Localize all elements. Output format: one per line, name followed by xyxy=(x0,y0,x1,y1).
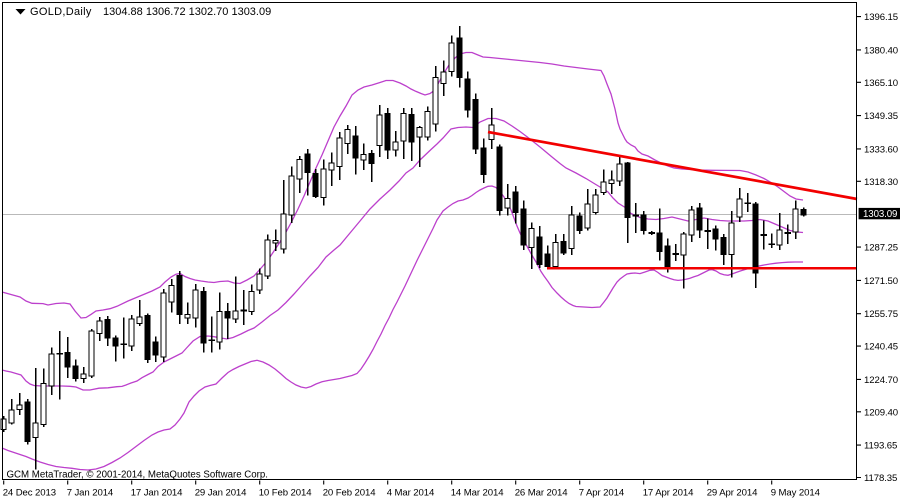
svg-text:7 Jan 2014: 7 Jan 2014 xyxy=(67,487,114,498)
svg-text:1255.75: 1255.75 xyxy=(864,309,898,320)
svg-text:GCM MetaTrader, © 2001-2014, M: GCM MetaTrader, © 2001-2014, MetaQuotes … xyxy=(7,469,268,480)
svg-text:1304.88 1306.72 1302.70 1303.0: 1304.88 1306.72 1302.70 1303.09 xyxy=(103,6,271,18)
svg-text:29 Apr 2014: 29 Apr 2014 xyxy=(707,487,758,498)
svg-text:1349.35: 1349.35 xyxy=(864,111,898,122)
svg-text:10 Feb 2014: 10 Feb 2014 xyxy=(259,487,313,498)
svg-text:14 Mar 2014: 14 Mar 2014 xyxy=(451,487,505,498)
svg-text:1318.30: 1318.30 xyxy=(864,177,898,188)
svg-text:1380.40: 1380.40 xyxy=(864,45,898,56)
svg-text:9 May 2014: 9 May 2014 xyxy=(771,487,821,498)
svg-text:1193.65: 1193.65 xyxy=(864,441,897,452)
svg-text:7 Apr 2014: 7 Apr 2014 xyxy=(579,487,625,498)
svg-text:1303.09: 1303.09 xyxy=(863,209,897,220)
svg-text:1224.70: 1224.70 xyxy=(864,375,898,386)
svg-text:1396.15: 1396.15 xyxy=(864,12,898,23)
svg-text:1240.45: 1240.45 xyxy=(864,342,898,353)
svg-text:29 Jan 2014: 29 Jan 2014 xyxy=(195,487,247,498)
svg-text:20 Feb 2014: 20 Feb 2014 xyxy=(323,487,377,498)
svg-text:1365.10: 1365.10 xyxy=(864,78,898,89)
svg-text:26 Mar 2014: 26 Mar 2014 xyxy=(515,487,569,498)
svg-text:1209.40: 1209.40 xyxy=(864,407,898,418)
svg-text:4 Mar 2014: 4 Mar 2014 xyxy=(387,487,435,498)
svg-text:17 Jan 2014: 17 Jan 2014 xyxy=(131,487,183,498)
svg-text:24 Dec 2013: 24 Dec 2013 xyxy=(3,487,56,498)
svg-text:1287.25: 1287.25 xyxy=(864,243,898,254)
svg-text:1333.60: 1333.60 xyxy=(864,144,898,155)
svg-text:17 Apr 2014: 17 Apr 2014 xyxy=(643,487,694,498)
svg-text:GOLD,Daily: GOLD,Daily xyxy=(30,6,92,18)
svg-text:1271.50: 1271.50 xyxy=(864,276,898,287)
svg-text:1178.35: 1178.35 xyxy=(864,473,897,484)
